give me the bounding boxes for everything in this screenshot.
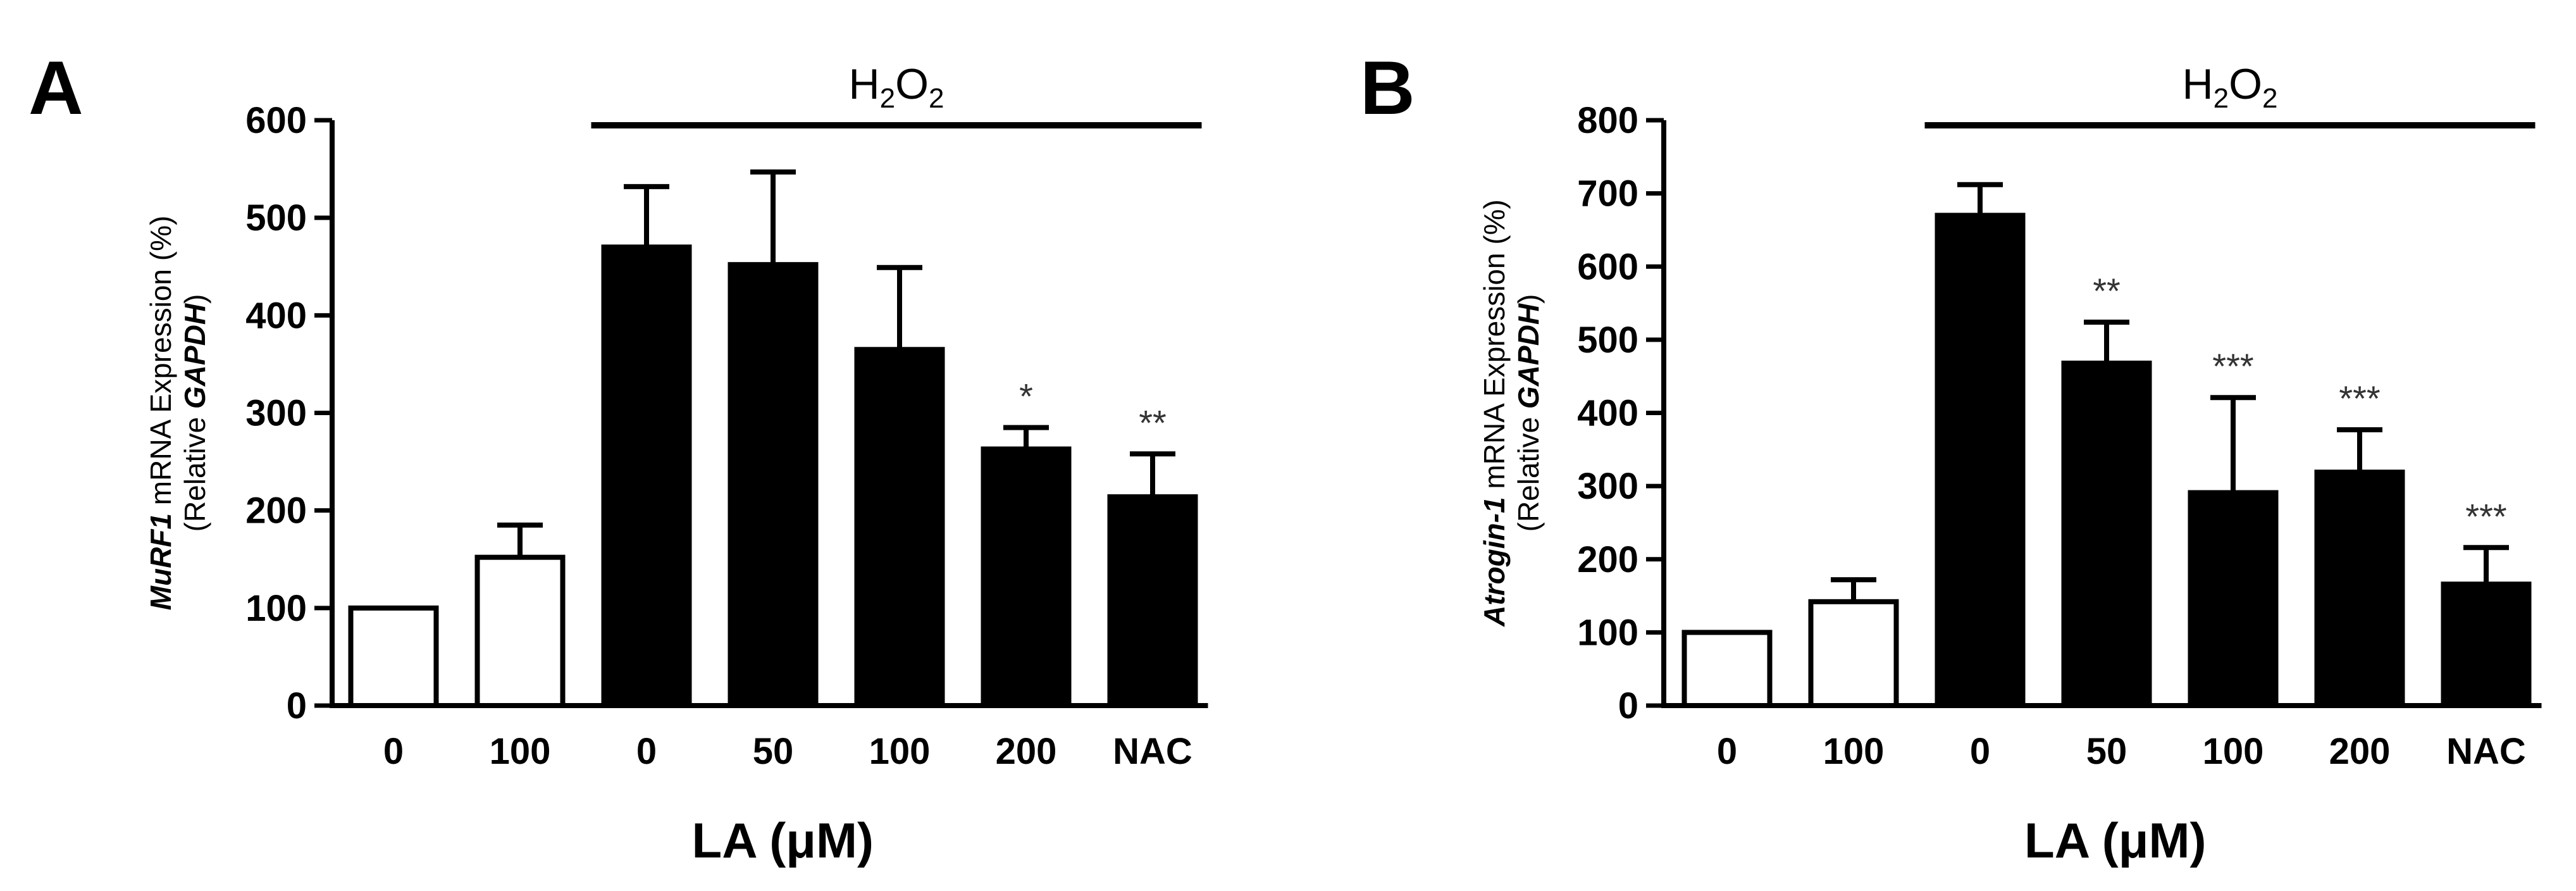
y-axis-gene: Atrogin-1	[1478, 497, 1511, 626]
y-tick-label: 100	[245, 588, 307, 629]
significance-label: ***	[2212, 346, 2253, 386]
significance-label: ***	[2465, 496, 2506, 536]
x-tick-label: NAC	[1113, 731, 1192, 772]
treatment-label-sub: 2	[929, 83, 944, 114]
bar	[981, 446, 1072, 709]
x-tick-label: 0	[383, 731, 404, 772]
x-axis-title: LA (μM)	[2024, 813, 2206, 868]
y-axis-ref-gene: GAPDH	[178, 303, 211, 409]
y-axis-title-line2: (Relative GAPDH)	[1512, 294, 1545, 532]
significance-label: ***	[2339, 378, 2380, 418]
y-tick-label: 0	[1618, 685, 1638, 726]
y-axis-title-text: mRNA Expression (%)	[1478, 199, 1511, 497]
x-tick-label: 50	[2086, 731, 2127, 772]
y-axis-gene: MuRF1	[144, 513, 177, 610]
y-tick-label: 500	[245, 197, 307, 239]
bar	[1808, 599, 1899, 708]
y-tick-label: 400	[245, 295, 307, 336]
treatment-label-sub: 2	[880, 83, 895, 114]
x-tick-label: 100	[2203, 731, 2264, 772]
x-tick-label: 100	[869, 731, 931, 772]
y-axis-title: Atrogin-1 mRNA Expression (%) (Relative G…	[1478, 199, 1545, 627]
panel-b: B 0 100 200 300 400 500 600 700 800 0 100 0 50 ** 100 **…	[1360, 46, 2542, 868]
panel-a: A 0 100 200 300 400 500 600 0 100 0 50 100 200 * NAC ** L…	[28, 46, 1208, 868]
y-tick-label: 200	[1577, 539, 1638, 580]
bar	[1107, 494, 1198, 708]
x-tick-label: 50	[753, 731, 794, 772]
treatment-label-h: H	[2183, 60, 2214, 108]
x-tick-label: 200	[996, 731, 1057, 772]
x-tick-label: 0	[1717, 731, 1737, 772]
panel-label: B	[1360, 46, 1415, 130]
treatment-label: H2O2	[849, 60, 944, 114]
y-tick-label: 400	[1577, 393, 1638, 434]
y-axis-title-line1: Atrogin-1 mRNA Expression (%)	[1478, 199, 1511, 627]
x-tick-label: 0	[636, 731, 657, 772]
bar	[2188, 490, 2279, 708]
y-tick-label: 300	[245, 393, 307, 434]
y-tick-label: 700	[1577, 173, 1638, 215]
x-tick-label: 0	[1970, 731, 1990, 772]
significance-label: *	[1019, 377, 1033, 416]
bar	[2441, 582, 2532, 708]
significance-label: **	[1139, 402, 1167, 442]
x-axis-title: LA (μM)	[692, 813, 874, 868]
bar	[2314, 470, 2405, 708]
treatment-label-o: O	[2229, 60, 2262, 108]
y-tick-label: 600	[245, 100, 307, 141]
y-tick-label: 100	[1577, 612, 1638, 653]
y-tick-label: 0	[287, 685, 307, 726]
x-tick-label: 100	[1823, 731, 1885, 772]
y-axis-title-text: )	[1512, 294, 1545, 304]
bar	[1681, 630, 1773, 708]
y-axis-title-line2: (Relative GAPDH)	[178, 294, 211, 532]
x-tick-label: 200	[2329, 731, 2391, 772]
y-tick-label: 200	[245, 490, 307, 532]
y-tick-label: 500	[1577, 320, 1638, 361]
treatment-label-sub: 2	[2262, 83, 2277, 114]
x-tick-label: 100	[490, 731, 551, 772]
treatment-label: H2O2	[2183, 60, 2278, 114]
treatment-label-h: H	[849, 60, 880, 108]
bar	[1935, 213, 2026, 708]
treatment-label-sub: 2	[2214, 83, 2229, 114]
bar	[728, 262, 819, 708]
significance-label: **	[2093, 271, 2121, 311]
y-axis-title-text: mRNA Expression (%)	[144, 216, 177, 513]
y-axis-ref-gene: GAPDH	[1512, 303, 1545, 409]
y-axis-title-line1: MuRF1 mRNA Expression (%)	[144, 216, 177, 611]
y-axis-title: MuRF1 mRNA Expression (%) (Relative GAPDH…	[144, 216, 211, 611]
y-axis-title-text: )	[178, 294, 211, 304]
x-tick-label: NAC	[2446, 731, 2526, 772]
y-axis-title-text: (Relative	[1512, 409, 1545, 532]
y-axis-title-text: (Relative	[178, 409, 211, 532]
y-tick-label: 300	[1577, 466, 1638, 507]
bar	[854, 347, 945, 708]
treatment-label-o: O	[895, 60, 929, 108]
bar	[2061, 360, 2152, 708]
bar	[474, 554, 566, 709]
y-tick-label: 800	[1577, 100, 1638, 141]
bar	[601, 244, 692, 708]
panel-label: A	[28, 46, 84, 130]
y-tick-label: 600	[1577, 246, 1638, 287]
bar	[348, 605, 439, 708]
